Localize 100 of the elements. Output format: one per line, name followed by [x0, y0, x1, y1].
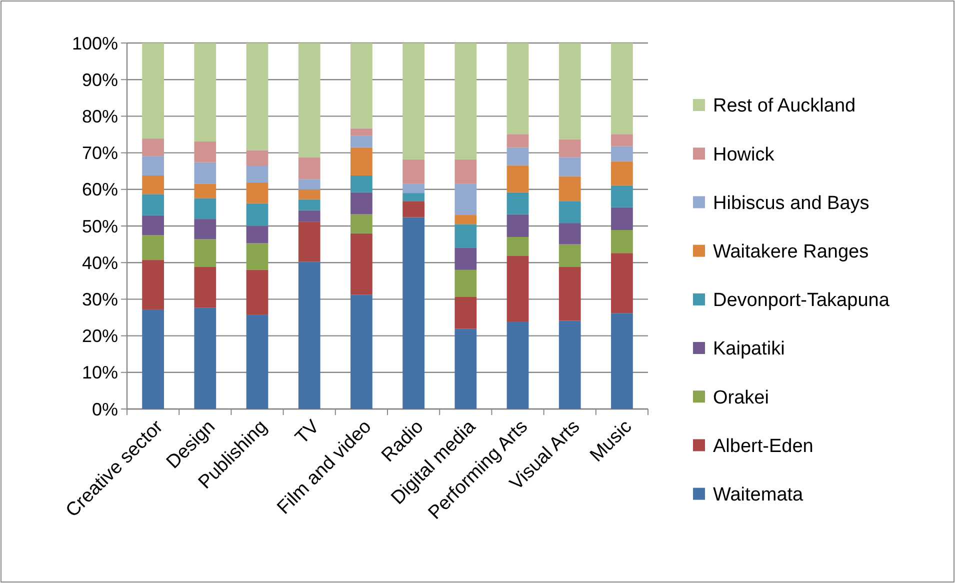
bar	[298, 189, 320, 200]
legend-label: Albert-Eden	[713, 436, 814, 457]
bar	[611, 207, 633, 230]
bar	[298, 199, 320, 210]
y-tick-label: 90%	[82, 70, 118, 90]
y-tick-label: 70%	[82, 143, 118, 164]
bar	[402, 201, 424, 218]
bar	[402, 43, 424, 160]
bar	[142, 260, 164, 310]
bar	[506, 165, 529, 192]
bar	[194, 184, 216, 198]
bar	[506, 256, 529, 322]
bar	[558, 176, 581, 202]
bar	[246, 203, 268, 226]
bar	[350, 43, 372, 128]
y-tick-label: 50%	[82, 216, 118, 236]
y-tick-label: 100%	[72, 33, 118, 54]
y-tick-label: 20%	[82, 326, 118, 346]
bar	[506, 134, 529, 148]
bar	[506, 214, 529, 237]
bar	[194, 239, 216, 267]
bar	[246, 166, 268, 182]
bar	[142, 43, 164, 139]
bar	[611, 134, 633, 146]
bar	[246, 226, 268, 244]
bar	[558, 244, 581, 267]
bar	[454, 248, 477, 270]
bar	[142, 138, 164, 156]
bar	[142, 156, 164, 176]
bar	[142, 309, 164, 409]
x-tick-label: TV	[292, 416, 324, 448]
bar	[611, 185, 633, 208]
bar	[246, 314, 268, 409]
bar	[142, 235, 164, 260]
bar	[558, 43, 581, 140]
y-tick-label: 40%	[82, 252, 118, 273]
bar	[194, 219, 216, 240]
bar	[454, 184, 477, 216]
legend-label: Devonport-Takapuna	[713, 290, 890, 312]
bar	[194, 308, 216, 409]
bar	[298, 179, 320, 190]
y-tick-label: 60%	[82, 180, 118, 200]
bar	[611, 146, 633, 162]
bar	[298, 222, 320, 262]
bar	[350, 192, 372, 214]
legend-label: Hibiscus and Bays	[713, 192, 870, 214]
bar	[298, 262, 320, 409]
bar	[558, 223, 581, 244]
bar	[246, 150, 268, 166]
bar	[454, 224, 477, 248]
bar	[558, 320, 581, 409]
bar	[611, 43, 633, 134]
bar	[558, 266, 581, 321]
legend-label: Howick	[713, 144, 775, 166]
bar	[246, 182, 268, 204]
bar	[298, 43, 320, 158]
bar	[611, 161, 633, 186]
bar	[611, 253, 633, 314]
bar	[298, 157, 320, 180]
bar	[350, 175, 372, 192]
bar	[454, 328, 477, 409]
bar	[246, 43, 268, 150]
y-tick-label: 10%	[82, 362, 118, 383]
bar	[194, 198, 216, 220]
legend-label: Waitakere Ranges	[713, 241, 869, 262]
bar	[506, 322, 529, 409]
bar	[454, 43, 477, 160]
bar	[558, 139, 581, 158]
bar	[454, 270, 477, 298]
bar	[558, 201, 581, 224]
legend-label: Waitemata	[713, 484, 804, 506]
bar	[194, 266, 216, 308]
bar	[350, 136, 372, 148]
legend-label: Orakei	[713, 387, 769, 408]
bar	[246, 270, 268, 315]
legend-label: Rest of Auckland	[713, 96, 856, 117]
y-tick-label: 0%	[92, 399, 118, 420]
bar	[246, 243, 268, 270]
bar	[350, 233, 372, 295]
bar	[194, 141, 216, 162]
bar	[350, 147, 372, 176]
bar	[506, 192, 529, 214]
bar	[142, 175, 164, 194]
bar	[402, 184, 424, 194]
legend-label: Kaipatiki	[713, 338, 785, 360]
bar	[402, 217, 424, 409]
bar	[506, 147, 529, 166]
bar	[506, 43, 529, 134]
bar	[454, 215, 477, 224]
bar	[194, 162, 216, 184]
y-tick-label: 30%	[82, 290, 118, 310]
bar	[142, 215, 164, 236]
bar	[142, 194, 164, 216]
bar	[402, 159, 424, 184]
bar	[402, 193, 424, 202]
y-tick-label: 80%	[82, 106, 118, 126]
bar	[454, 297, 477, 329]
bar	[611, 230, 633, 254]
bar	[558, 157, 581, 176]
bar	[350, 294, 372, 409]
